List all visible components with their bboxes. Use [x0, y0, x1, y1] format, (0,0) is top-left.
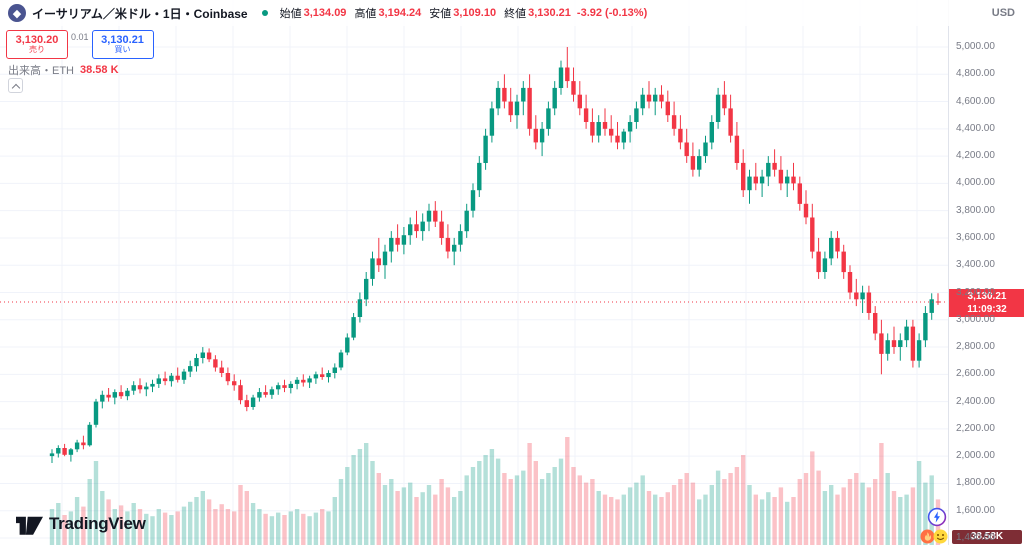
- price-axis[interactable]: USD 3,130.21 11:09:32 38.58K 5,000.00 4,8…: [948, 0, 1024, 545]
- quick-trade-button[interactable]: [927, 507, 947, 527]
- price-tick: 2,800.00: [956, 341, 995, 353]
- buy-label: 買い: [114, 45, 131, 55]
- high-value: 3,194.24: [378, 7, 422, 19]
- price-tick: 3,600.00: [956, 231, 995, 243]
- open-label: 始値: [279, 8, 302, 20]
- spread-value: 0.01: [71, 32, 89, 42]
- sell-price: 3,130.20: [15, 33, 59, 46]
- smiley-emoji-icon: [933, 529, 948, 544]
- price-tick: 4,800.00: [956, 68, 995, 80]
- price-tick: 3,200.00: [956, 286, 995, 298]
- lightning-icon: [927, 507, 947, 527]
- symbol-header: ◆ イーサリアム／米ドル・1日・Coinbase 始値 3,134.09 高値 3,…: [0, 0, 956, 26]
- price-tick: 3,400.00: [956, 259, 995, 271]
- price-tick: 1,600.00: [956, 504, 995, 516]
- price-tick: 4,600.00: [956, 95, 995, 107]
- current-price-badge: 3,130.21 11:09:32: [949, 289, 1024, 318]
- volume-legend: 出来高・ETH 38.58 K: [8, 62, 119, 78]
- price-tick: 1,400.00: [956, 532, 995, 543]
- change-value: -3.92 (-0.13%): [576, 7, 648, 19]
- price-tick: 4,000.00: [956, 177, 995, 189]
- open-value: 3,134.09: [303, 7, 347, 19]
- volume-value: 38.58 K: [80, 64, 119, 76]
- low-value: 3,109.10: [453, 7, 497, 19]
- sell-label: 売り: [29, 45, 45, 55]
- bar-countdown: 11:09:32: [967, 304, 1007, 316]
- price-tick: 2,200.00: [956, 422, 995, 434]
- high-label: 高値: [354, 8, 377, 20]
- volume-label: 出来高・ETH: [8, 65, 74, 77]
- candlestick-chart[interactable]: [0, 0, 948, 545]
- currency-label: USD: [991, 7, 1015, 19]
- collapse-legend-button[interactable]: [8, 78, 23, 93]
- buy-price: 3,130.21: [101, 33, 144, 46]
- price-tick: 1,800.00: [956, 477, 995, 489]
- price-tick: 2,600.00: [956, 368, 995, 380]
- sell-button[interactable]: 3,130.20 売り: [6, 30, 68, 59]
- ohlc-values: 始値 3,134.09 高値 3,194.24 安値 3,109.10 終値 3,130…: [272, 5, 648, 21]
- price-tick: 2,000.00: [956, 450, 995, 462]
- price-tick: 2,400.00: [956, 395, 995, 407]
- tradingview-logo[interactable]: TradingView: [16, 513, 146, 535]
- current-price-value: 3,130.21: [967, 291, 1007, 303]
- price-tick: 3,800.00: [956, 204, 995, 216]
- fire-emoji-icon: [920, 529, 935, 544]
- buy-button[interactable]: 3,130.21 買い: [91, 30, 154, 59]
- tradingview-logo-icon: [16, 516, 43, 535]
- ethereum-icon: ◆: [8, 4, 26, 22]
- price-tick: 4,200.00: [956, 150, 995, 162]
- market-status-dot: [261, 10, 268, 16]
- symbol-title[interactable]: イーサリアム／米ドル・1日・Coinbase: [32, 6, 248, 21]
- chevron-up-icon: [11, 83, 20, 93]
- tradingview-logo-text: TradingView: [49, 514, 146, 533]
- trade-buttons-panel: 3,130.20 売り 0.01 3,130.21 買い: [6, 30, 154, 59]
- close-value: 3,130.21: [528, 7, 571, 19]
- price-tick: 5,000.00: [956, 41, 995, 52]
- price-tick: 4,400.00: [956, 122, 995, 134]
- reactions-button[interactable]: [920, 529, 948, 544]
- close-label: 終値: [504, 8, 527, 20]
- volume-badge: 38.58K: [952, 530, 1022, 544]
- price-tick: 3,000.00: [956, 313, 995, 325]
- low-label: 安値: [429, 8, 452, 20]
